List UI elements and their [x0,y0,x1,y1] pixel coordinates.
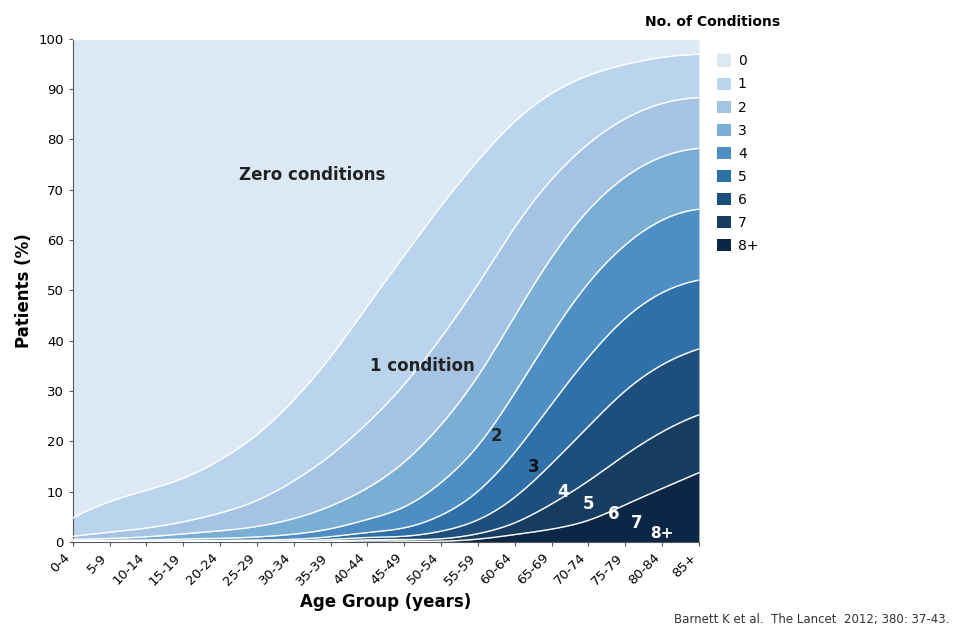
Text: 1 condition: 1 condition [370,357,474,375]
Text: Barnett K et al.  The Lancet  2012; 380: 37-43.: Barnett K et al. The Lancet 2012; 380: 3… [674,613,949,626]
Text: 7: 7 [630,514,642,532]
Text: Zero conditions: Zero conditions [239,166,385,184]
Text: 4: 4 [556,483,568,501]
Y-axis label: Patients (%): Patients (%) [15,233,33,348]
Text: 8+: 8+ [649,525,673,541]
Text: No. of Conditions: No. of Conditions [645,15,779,29]
Text: 3: 3 [527,458,539,475]
Text: 5: 5 [582,495,594,513]
Legend: 0, 1, 2, 3, 4, 5, 6, 7, 8+: 0, 1, 2, 3, 4, 5, 6, 7, 8+ [711,49,763,258]
Text: 2: 2 [490,427,502,445]
Text: 6: 6 [608,505,619,523]
X-axis label: Age Group (years): Age Group (years) [300,593,471,612]
